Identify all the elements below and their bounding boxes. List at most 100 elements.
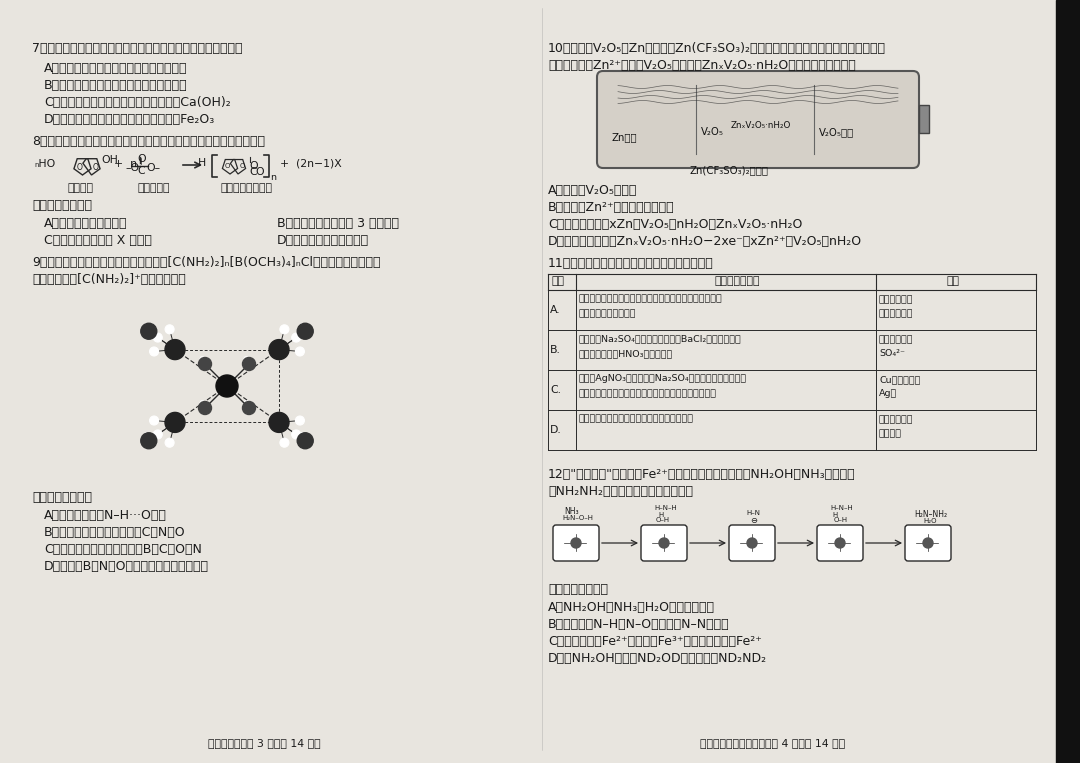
Text: H: H [832,512,837,518]
Circle shape [153,430,162,439]
Text: B．反应涉及N–H、N–O键断裂和N–N键生成: B．反应涉及N–H、N–O键断裂和N–N键生成 [548,618,730,631]
FancyBboxPatch shape [816,525,863,561]
Circle shape [296,416,305,425]
Text: 9．一种可吸附甲醇的材料，其化学式为[C(NH₂)₂]ₙ[B(OCH₃)₄]ₙCl，部分晶体结构如下: 9．一种可吸附甲醇的材料，其化学式为[C(NH₂)₂]ₙ[B(OCH₃)₄]ₙC… [32,256,380,269]
Text: Fe: Fe [744,535,753,543]
Circle shape [269,340,289,359]
Circle shape [659,538,669,548]
Text: B．基态原子的第一电离能：C＜N＜O: B．基态原子的第一电离能：C＜N＜O [44,526,186,539]
Text: 示。放电时，Zn²⁺可插入V₂O₅层间形成ZnₓV₂O₅·nH₂O。下列说法错误的是: 示。放电时，Zn²⁺可插入V₂O₅层间形成ZnₓV₂O₅·nH₂O。下列说法错误… [548,59,855,72]
Text: B: B [299,433,306,441]
Text: O: O [225,163,230,169]
Text: Cu的金属性比: Cu的金属性比 [879,375,920,384]
Circle shape [140,324,157,340]
Text: H₂N–NH₂: H₂N–NH₂ [914,510,947,519]
Text: 气体，后者无明显现象: 气体，后者无明显现象 [579,309,636,318]
Text: O: O [77,163,83,172]
Text: C．催化中心的Fe²⁺被氧化为Fe³⁺，后又被还原为Fe²⁺: C．催化中心的Fe²⁺被氧化为Fe³⁺，后又被还原为Fe²⁺ [548,635,761,648]
Text: 8．光学性能优良的高分子材料聚碳酸异山梨醇酯可由如下反应制备。: 8．光学性能优良的高分子材料聚碳酸异山梨醇酯可由如下反应制备。 [32,135,265,148]
Text: 将银和AgNO₃溶液与铜和Na₂SO₄溶液组成原电池，连通: 将银和AgNO₃溶液与铜和Na₂SO₄溶液组成原电池，连通 [579,374,747,383]
Text: 色沉淀。加入浓HNO₃，仍有沉淀: 色沉淀。加入浓HNO₃，仍有沉淀 [579,349,673,358]
Text: H–N–H: H–N–H [654,505,677,511]
Text: 选项: 选项 [551,276,564,286]
Text: H: H [658,512,663,518]
Text: C.: C. [550,385,561,395]
Text: O: O [93,163,99,172]
Text: D.: D. [550,425,562,435]
Text: O–: O– [146,163,160,173]
Text: N: N [559,540,565,546]
Text: B．放电时Zn²⁺由负极向正极迁移: B．放电时Zn²⁺由负极向正极迁移 [548,201,675,214]
Text: N: N [647,540,652,546]
Text: N: N [750,530,755,536]
Text: –O: –O [125,163,139,173]
Circle shape [280,325,289,333]
Text: C: C [168,412,175,423]
Text: N: N [750,548,755,554]
Text: A．竹简的成分之一纤维素属于天然高分子: A．竹简的成分之一纤维素属于天然高分子 [44,62,188,75]
Circle shape [296,347,305,356]
Text: N: N [735,540,741,546]
Text: O: O [243,356,249,365]
Text: 实验操作及现象: 实验操作及现象 [714,276,759,286]
Text: B: B [143,433,149,441]
Text: C: C [249,167,257,177]
Text: D．古壁画颜料中所用的铁红，其成分为Fe₂O₃: D．古壁画颜料中所用的铁红，其成分为Fe₂O₃ [44,113,215,126]
Text: 加成反应: 加成反应 [879,429,902,438]
Text: B: B [143,323,149,332]
Text: 下列说法错误的是: 下列说法错误的是 [548,583,608,596]
Text: N: N [837,548,842,554]
Text: Zn(CF₃SO₃)₂水溶液: Zn(CF₃SO₃)₂水溶液 [690,165,769,175]
Text: 碳酸二甲酯: 碳酸二甲酯 [137,183,170,193]
Text: C．古陶瓷修复所用的熟石膏，其成分为Ca(OH)₂: C．古陶瓷修复所用的熟石膏，其成分为Ca(OH)₂ [44,96,231,109]
Text: O: O [199,400,205,409]
Text: ⊖: ⊖ [750,516,757,525]
Circle shape [292,333,300,342]
Circle shape [297,324,313,340]
Circle shape [269,412,289,433]
Text: V₂O₅电极: V₂O₅电极 [819,127,854,137]
Text: 12．"胼合成酶"以其中的Fe²⁺配合物为催化中心，可将NH₂OH与NH₃转化为胼: 12．"胼合成酶"以其中的Fe²⁺配合物为催化中心，可将NH₂OH与NH₃转化为… [548,468,855,481]
Text: Fe: Fe [920,535,929,543]
Text: O: O [240,163,245,169]
Text: N: N [926,530,931,536]
Circle shape [216,375,238,397]
Text: 10．一种以V₂O₅和Zn为电极、Zn(CF₃SO₃)₂水溶液为电解质的电池，其示意图如下所: 10．一种以V₂O₅和Zn为电极、Zn(CF₃SO₃)₂水溶液为电解质的电池，其… [548,42,886,55]
Text: 向溴水中加入苯，振荡后静置，水层颜色变浅: 向溴水中加入苯，振荡后静置，水层颜色变浅 [579,414,694,423]
Text: 下列说法正确的是: 下列说法正确的是 [32,491,92,504]
Circle shape [153,333,162,342]
Text: B: B [219,375,227,385]
Text: +  (2n−1)X: + (2n−1)X [280,158,341,168]
Text: N: N [573,548,579,554]
Text: 溴与苯发生了: 溴与苯发生了 [879,415,914,424]
Text: D．充电阳极反应：ZnₓV₂O₅·nH₂O−2xe⁻＝xZn²⁺＋V₂O₅＋nH₂O: D．充电阳极反应：ZnₓV₂O₅·nH₂O−2xe⁻＝xZn²⁺＋V₂O₅＋nH… [548,235,862,248]
Bar [1056,0,1080,763]
Text: 异山梨醇: 异山梨醇 [67,183,93,193]
Text: N: N [848,540,852,546]
Circle shape [280,438,289,447]
Text: C．基态原子未成对电子数：B＜C＜O＜N: C．基态原子未成对电子数：B＜C＜O＜N [44,543,202,556]
Text: 理科综合试题第 3 页（共 14 页）: 理科综合试题第 3 页（共 14 页） [208,738,321,748]
Text: Fe: Fe [568,535,577,543]
Circle shape [297,433,313,449]
Text: B．异山梨醇分子中有 3 个手性碳: B．异山梨醇分子中有 3 个手性碳 [276,217,399,230]
Text: Fe: Fe [656,535,664,543]
Circle shape [165,340,185,359]
Text: 下列说法错误的是: 下列说法错误的是 [32,199,92,212]
Text: ZnₓV₂O₅·nH₂O: ZnₓV₂O₅·nH₂O [731,121,792,130]
Text: N: N [823,540,828,546]
Text: O: O [255,167,264,177]
Circle shape [243,358,256,371]
FancyBboxPatch shape [642,525,687,561]
Text: OH: OH [102,155,118,165]
Text: N: N [926,548,931,554]
Text: N: N [935,540,941,546]
Text: 稀硝酸的氧化: 稀硝酸的氧化 [879,295,914,304]
Text: O: O [137,154,146,164]
Text: NH₃: NH₃ [564,507,579,516]
Text: D．晶体中B、N和O原子轨道的杂化类型相同: D．晶体中B、N和O原子轨道的杂化类型相同 [44,560,210,573]
Text: （吉林卷）理科综合试题第 4 页（共 14 页）: （吉林卷）理科综合试题第 4 页（共 14 页） [700,738,845,748]
Text: 7．化学在文物的研究和修复中有重要作用。下列说法错误的是: 7．化学在文物的研究和修复中有重要作用。下列说法错误的是 [32,42,243,55]
FancyBboxPatch shape [729,525,775,561]
Circle shape [835,538,845,548]
